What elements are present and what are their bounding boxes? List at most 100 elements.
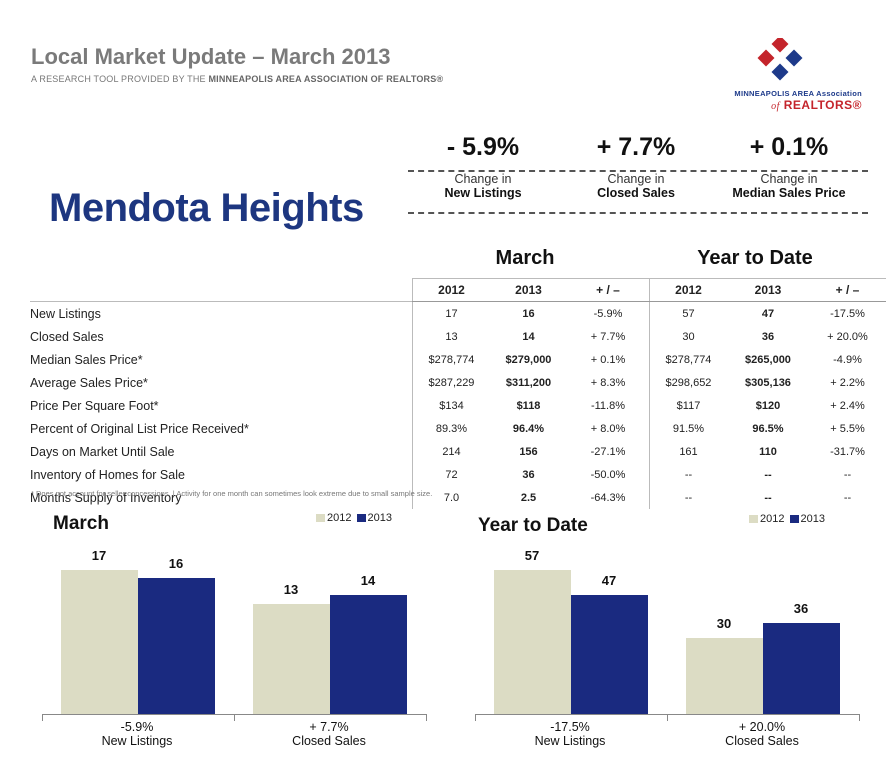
bar-value-label: 47 bbox=[601, 573, 617, 589]
table-cell: 30 bbox=[649, 325, 727, 348]
legend-swatch-2012 bbox=[749, 515, 758, 524]
table-cell: $287,229 bbox=[412, 371, 490, 394]
kpi-metric: New Listings bbox=[444, 186, 522, 200]
legend-label: 2013 bbox=[367, 512, 393, 524]
bar-2012-1 bbox=[686, 638, 763, 714]
row-label: Inventory of Homes for Sale bbox=[30, 467, 185, 482]
stats-table: 2012 2013 + / – 2012 2013 + / – New List… bbox=[30, 278, 886, 509]
realtors-logo: MINNEAPOLIS AREA Association of REALTORS… bbox=[700, 38, 870, 118]
report-subtitle: A RESEARCH TOOL PROVIDED BY THE MINNEAPO… bbox=[31, 74, 443, 84]
legend-label: 2012 bbox=[760, 513, 785, 525]
x-axis-tick bbox=[42, 714, 43, 721]
march-heading: March bbox=[495, 247, 555, 269]
table-cell: -4.9% bbox=[833, 353, 862, 366]
table-cell: + 0.1% bbox=[590, 353, 626, 366]
ytd-chart-legend: 2012 2013 bbox=[743, 513, 825, 525]
table-cell: 47 bbox=[761, 307, 775, 320]
city-name: Mendota Heights bbox=[49, 186, 364, 230]
subtitle-prefix: A RESEARCH TOOL PROVIDED BY THE bbox=[31, 74, 209, 84]
kpi-caption: Change in bbox=[454, 172, 512, 186]
table-cell: 96.4% bbox=[512, 422, 545, 435]
bar-value-label: 17 bbox=[91, 548, 107, 563]
logo-line1: MINNEAPOLIS AREA Association bbox=[734, 89, 862, 98]
table-row: New Listings 17 16 -5.9% 57 47 -17.5% bbox=[30, 301, 886, 325]
category-name: Closed Sales bbox=[292, 734, 366, 748]
bar-value-label: 14 bbox=[360, 573, 376, 589]
bar-2013-0 bbox=[571, 595, 648, 714]
table-cell: 161 bbox=[649, 440, 727, 463]
table-cell: -- bbox=[843, 491, 852, 504]
category-label: -17.5% New Listings bbox=[475, 720, 665, 748]
table-cell: $279,000 bbox=[505, 353, 552, 366]
kpi-caption: Change in bbox=[607, 172, 665, 186]
table-row: Average Sales Price* $287,229 $311,200 + 8.… bbox=[30, 371, 886, 394]
x-axis-tick bbox=[234, 714, 235, 721]
table-cell: 96.5% bbox=[752, 422, 784, 435]
kpi-value: + 7.7% bbox=[596, 133, 676, 161]
row-label: Days on Market Until Sale bbox=[30, 444, 175, 459]
bar-value-label: 16 bbox=[168, 556, 184, 572]
col-header: 2012 bbox=[412, 278, 490, 302]
footnote: * Does not account for seller concession… bbox=[31, 489, 433, 498]
bar-2012-1 bbox=[253, 603, 330, 714]
table-cell: -5.9% bbox=[593, 307, 623, 320]
table-cell: + 8.3% bbox=[590, 376, 626, 389]
table-cell: $278,774 bbox=[649, 348, 727, 371]
x-axis-tick bbox=[475, 714, 476, 721]
table-cell: -17.5% bbox=[830, 307, 865, 320]
bar-value-label: 13 bbox=[283, 581, 299, 597]
kpi-divider-top bbox=[408, 170, 868, 172]
row-label: New Listings bbox=[30, 301, 413, 325]
table-cell: $118 bbox=[516, 399, 541, 412]
table-cell: -- bbox=[843, 468, 852, 481]
table-cell: 57 bbox=[649, 301, 727, 325]
table-cell: -- bbox=[649, 486, 727, 509]
table-header-row: 2012 2013 + / – 2012 2013 + / – bbox=[30, 278, 886, 302]
table-cell: $278,774 bbox=[412, 348, 490, 371]
table-cell: 89.3% bbox=[412, 417, 490, 440]
table-cell: -- bbox=[764, 491, 772, 504]
legend-label: 2012 bbox=[327, 512, 352, 524]
table-cell: + 2.2% bbox=[830, 376, 865, 389]
table-cell: + 2.4% bbox=[830, 399, 865, 412]
category-name: Closed Sales bbox=[725, 734, 799, 748]
category-name: New Listings bbox=[534, 734, 606, 748]
col-header: 2012 bbox=[649, 278, 727, 302]
march-chart-legend: 2012 2013 bbox=[310, 512, 392, 524]
row-label: Closed Sales bbox=[30, 329, 104, 344]
table-cell: -31.7% bbox=[830, 445, 865, 458]
kpi-value: + 0.1% bbox=[749, 133, 829, 161]
col-header: 2013 bbox=[490, 278, 567, 302]
bar-2013-1 bbox=[763, 623, 840, 714]
table-cell: 14 bbox=[522, 330, 535, 343]
row-label: Median Sales Price* bbox=[30, 352, 143, 367]
table-cell: -64.3% bbox=[590, 491, 626, 504]
legend-swatch-2012 bbox=[316, 514, 325, 523]
kpi-new-listings: - 5.9% Change in New Listings bbox=[408, 130, 558, 200]
realtors-logo-icon bbox=[757, 38, 803, 81]
table-cell: 110 bbox=[759, 445, 777, 458]
table-cell: 156 bbox=[519, 445, 538, 458]
row-label: Months Supply of Inventory bbox=[30, 490, 182, 505]
table-cell: 36 bbox=[522, 468, 535, 481]
kpi-caption: Change in bbox=[760, 172, 818, 186]
table-row: Closed Sales 13 14 + 7.7% 30 36 + 20.0% bbox=[30, 325, 886, 348]
table-row: Price Per Square Foot* $134 $118 -11.8% $117… bbox=[30, 394, 886, 417]
category-name: New Listings bbox=[101, 734, 173, 748]
table-row: Inventory of Homes for Sale 72 36 -50.0% -- -… bbox=[30, 463, 886, 486]
kpi-divider-bottom bbox=[408, 212, 868, 214]
bar-2012-0 bbox=[494, 570, 571, 714]
kpi-closed-sales: + 7.7% Change in Closed Sales bbox=[561, 130, 711, 200]
row-label: Percent of Original List Price Received* bbox=[30, 421, 249, 436]
kpi-value: - 5.9% bbox=[446, 133, 520, 161]
table-cell: $311,200 bbox=[505, 376, 552, 389]
table-cell: -- bbox=[764, 468, 772, 481]
table-cell: + 8.0% bbox=[590, 422, 626, 435]
bar-value-label: 36 bbox=[793, 601, 809, 617]
category-label: -5.9% New Listings bbox=[42, 720, 232, 748]
bar-value-label: 57 bbox=[524, 548, 540, 563]
logo-realtors: REALTORS® bbox=[783, 98, 862, 112]
table-cell: -27.1% bbox=[590, 445, 626, 458]
table-cell: + 7.7% bbox=[590, 330, 626, 343]
